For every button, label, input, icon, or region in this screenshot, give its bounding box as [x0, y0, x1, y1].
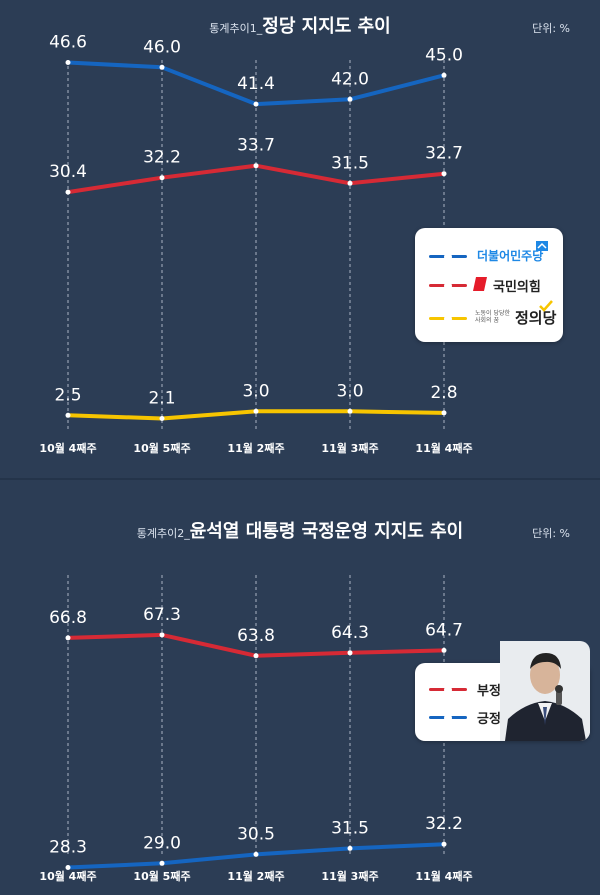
chart1-data-label: 46.6 — [49, 33, 87, 53]
ppp-party-logo: 국민의힘 — [493, 280, 541, 295]
minjoo-flag-icon — [536, 241, 548, 251]
chart2-data-label: 64.7 — [425, 620, 463, 640]
president-photo — [500, 641, 590, 741]
chart1-data-label: 32.2 — [143, 148, 181, 168]
chart1-data-label: 3.0 — [242, 381, 269, 401]
chart2-series-0-point — [347, 650, 353, 656]
chart1-data-label: 2.8 — [430, 383, 457, 403]
chart1-title-prefix: 통계추이1_ — [209, 22, 263, 35]
section-divider — [0, 478, 600, 480]
legend-positive-dot — [444, 713, 452, 722]
justice-tagline: 노동이 당당한 사회의 꿈 — [475, 310, 511, 324]
chart2-data-label: 64.3 — [331, 623, 369, 643]
legend-justice-dot — [444, 314, 452, 323]
chart1-data-label: 2.1 — [148, 389, 175, 409]
chart1-data-label: 33.7 — [237, 136, 275, 156]
president-approval-chart: 통계추이2_윤석열 대통령 국정운영 지지도 추이 단위: % 10월 4째주 1… — [0, 505, 600, 895]
ppp-logo-icon — [473, 277, 487, 291]
chart2-data-label: 32.2 — [425, 814, 463, 834]
chart1-x-tick-label: 10월 4째주 — [39, 441, 96, 455]
chart2-series-1-point — [441, 841, 447, 847]
chart2-x-tick-label: 11월 4째주 — [415, 869, 472, 883]
chart1-series-1-point — [65, 189, 71, 195]
chart1-legend: 더불어민주당 국민의힘 노동이 당당한 사회의 꿈 정의당 — [415, 228, 563, 342]
chart1-x-tick-label: 10월 5째주 — [133, 441, 190, 455]
chart1-series-2-point — [347, 408, 353, 414]
chart2-x-tick-label: 11월 3째주 — [321, 869, 378, 883]
minjoo-party-logo: 더불어민주당 — [477, 249, 544, 263]
chart1-series-0-point — [159, 64, 165, 70]
legend-ppp-dot — [444, 281, 452, 290]
chart2-data-label: 67.3 — [143, 605, 181, 625]
chart2-title-text: 윤석열 대통령 국정운영 지지도 추이 — [189, 521, 464, 542]
chart2-series-1-point — [159, 860, 165, 866]
chart1-series-1-point — [253, 163, 259, 169]
legend-justice: 노동이 당당한 사회의 꿈 정의당 — [415, 300, 563, 330]
chart2-data-label: 63.8 — [237, 626, 275, 646]
chart1-series-0-point — [347, 96, 353, 102]
chart1-data-label: 30.4 — [49, 162, 87, 182]
president-photo-icon — [500, 641, 590, 741]
chart2-series-0-point — [65, 635, 71, 641]
chart1-series-0-point — [253, 101, 259, 107]
chart1-series-0-point — [65, 60, 71, 65]
chart1-series-1-point — [347, 180, 353, 186]
chart2-unit: 단위: % — [532, 527, 570, 540]
legend-positive-label: 긍정 — [477, 712, 501, 727]
chart1-data-label: 42.0 — [331, 69, 369, 89]
chart1-title: 통계추이1_정당 지지도 추이 — [0, 12, 600, 38]
chart1-series-2-point — [159, 416, 165, 421]
legend-negative-dot — [444, 685, 452, 694]
party-support-chart: 통계추이1_정당 지지도 추이 단위: % 10월 4째주 10월 5째주 11월 … — [0, 12, 600, 456]
legend-negative: 부정 — [415, 677, 590, 701]
chart2-data-label: 31.5 — [331, 818, 369, 838]
chart2-title-prefix: 통계추이2_ — [136, 527, 190, 540]
chart2-data-label: 29.0 — [143, 833, 181, 853]
chart2-series-0-point — [253, 653, 259, 659]
legend-ppp: 국민의힘 — [415, 273, 563, 297]
chart1-data-label: 45.0 — [425, 45, 463, 65]
chart2-data-label: 30.5 — [237, 824, 275, 844]
chart2-series-0-point — [441, 647, 447, 653]
chart2-legend: 부정 긍정 — [415, 641, 590, 741]
chart1-x-tick-label: 11월 3째주 — [321, 441, 378, 455]
chart1-series-0-point — [441, 72, 447, 78]
chart1-data-label: 2.5 — [54, 385, 81, 405]
chart1-title-text: 정당 지지도 추이 — [262, 16, 391, 37]
chart2-series-1-point — [65, 865, 71, 870]
chart2-x-tick-label: 10월 4째주 — [39, 869, 96, 883]
chart1-x-tick-label: 11월 2째주 — [227, 441, 284, 455]
chart1-unit: 단위: % — [532, 22, 570, 35]
justice-check-icon — [539, 300, 553, 312]
chart2-series-1-point — [253, 851, 259, 857]
legend-minjoo-dot — [444, 252, 452, 261]
chart2-x-tick-label: 11월 2째주 — [227, 869, 284, 883]
chart1-x-tick-label: 11월 4째주 — [415, 441, 472, 455]
chart2-data-label: 66.8 — [49, 608, 87, 628]
justice-party-logo: 정의당 — [515, 309, 557, 327]
legend-minjoo: 더불어민주당 — [415, 241, 563, 268]
chart1-svg: 10월 4째주 10월 5째주 11월 2째주 11월 3째주 11월 4째주 46.6 4… — [39, 33, 472, 456]
chart1-data-label: 3.0 — [336, 381, 363, 401]
legend-negative-label: 부정 — [477, 684, 501, 699]
chart1-series-2-point — [253, 408, 259, 414]
legend-positive: 긍정 — [415, 705, 590, 729]
chart1-series-1-point — [441, 171, 447, 177]
chart2-data-label: 28.3 — [49, 838, 87, 858]
chart1-data-label: 31.5 — [331, 153, 369, 173]
chart1-data-label: 41.4 — [237, 74, 275, 94]
chart2-x-tick-label: 10월 5째주 — [133, 869, 190, 883]
chart1-series-1-point — [159, 175, 165, 181]
chart2-series-1-point — [347, 845, 353, 851]
chart1-data-label: 46.0 — [143, 37, 181, 57]
chart1-series-2-point — [65, 412, 71, 418]
chart1-data-label: 32.7 — [425, 144, 463, 164]
chart2-title: 통계추이2_윤석열 대통령 국정운영 지지도 추이 — [0, 517, 600, 543]
chart2-svg: 10월 4째주 10월 5째주 11월 2째주 11월 3째주 11월 4째주 66.8 6… — [39, 575, 473, 883]
chart2-series-0-point — [159, 632, 165, 638]
chart1-series-2-point — [441, 410, 447, 416]
